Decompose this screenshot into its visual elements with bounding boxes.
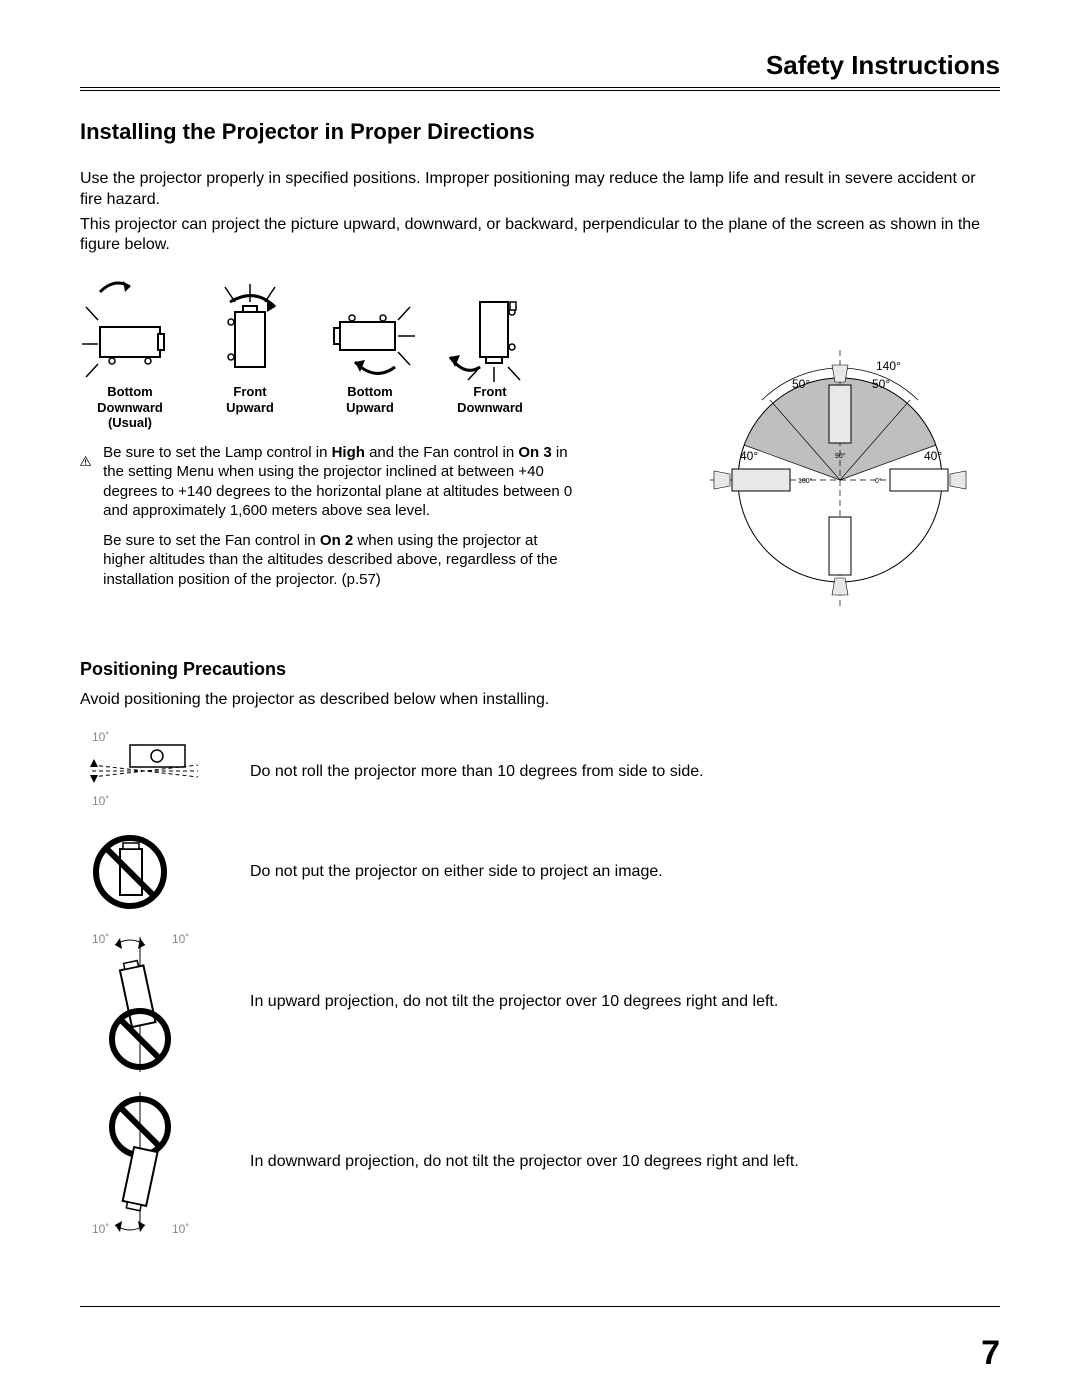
subsection-intro: Avoid positioning the projector as descr… [80,690,1000,711]
angle-140: 140° [876,359,901,373]
section-title: Installing the Projector in Proper Direc… [80,119,1000,145]
angle-180: 180° [798,477,813,485]
svg-text:10˚: 10˚ [92,794,109,808]
angle-diagram: 140° 50° 50° 40° 40° 90° 180° 0° [690,330,990,630]
orientation-label-3: FrontDownward [457,384,523,415]
intro-p2: This projector can project the picture u… [80,215,1000,257]
precaution-roll-text: Do not roll the projector more than 10 d… [250,763,704,781]
precaution-downward-svg: 10˚ 10˚ [80,1087,210,1237]
orientation-label-2: BottomUpward [346,384,394,415]
page-number: 7 [981,1334,1000,1373]
svg-text:10˚: 10˚ [92,730,109,744]
precaution-side-svg [80,827,210,917]
header-rule [80,87,1000,91]
precaution-side: Do not put the projector on either side … [80,827,1000,917]
precaution-upward-svg: 10˚ 10˚ [80,927,210,1077]
angle-50r: 50° [872,377,890,391]
caution-p1-b1: High [332,444,365,461]
svg-text:10˚: 10˚ [92,932,109,946]
orientation-bottom-downward: BottomDownward(Usual) [80,272,180,431]
angle-0: 0° [875,477,882,485]
orientation-front-downward: FrontDownward [440,272,540,431]
orientation-front-upward: FrontUpward [200,272,300,431]
caution-p1-pre: Be sure to set the Lamp control in [103,444,331,461]
precaution-upward-tilt: 10˚ 10˚ In upward projection, do not til… [80,927,1000,1077]
caution-text: Be sure to set the Lamp control in High … [103,443,580,600]
angle-50l: 50° [792,377,810,391]
intro-p1: Use the projector properly in specified … [80,169,1000,211]
caution-block: Be sure to set the Lamp control in High … [80,443,580,600]
angle-40l: 40° [740,449,758,463]
svg-text:10˚: 10˚ [172,932,189,946]
precaution-roll-svg: 10˚ 10˚ [80,727,210,817]
caution-p1-mid: and the Fan control in [365,444,518,461]
angle-90: 90° [835,452,846,460]
orientation-label-1: FrontUpward [226,384,274,415]
orientation-bottom-downward-svg [80,272,180,382]
svg-text:10˚: 10˚ [92,1222,109,1236]
orientation-bottom-upward: BottomUpward [320,272,420,431]
caution-p2-b1: On 2 [320,532,353,549]
angle-40r: 40° [924,449,942,463]
precaution-side-text: Do not put the projector on either side … [250,863,663,881]
svg-text:10˚: 10˚ [172,1222,189,1236]
precaution-upward-text: In upward projection, do not tilt the pr… [250,993,778,1011]
orientation-label-0: BottomDownward(Usual) [97,384,163,431]
bottom-rule [80,1306,1000,1307]
header-title: Safety Instructions [80,50,1000,87]
subsection-title: Positioning Precautions [80,659,1000,680]
precaution-roll: 10˚ 10˚ Do not roll the projector more t… [80,727,1000,817]
orientation-front-downward-svg [440,272,540,382]
caution-p1-b2: On 3 [518,444,551,461]
caution-p2-pre: Be sure to set the Fan control in [103,532,320,549]
orientation-bottom-upward-svg [320,272,420,382]
precaution-downward-tilt: 10˚ 10˚ In downward projection, do not t… [80,1087,1000,1237]
warning-icon [80,443,91,479]
orientation-front-upward-svg [200,272,300,382]
precaution-downward-text: In downward projection, do not tilt the … [250,1153,799,1171]
